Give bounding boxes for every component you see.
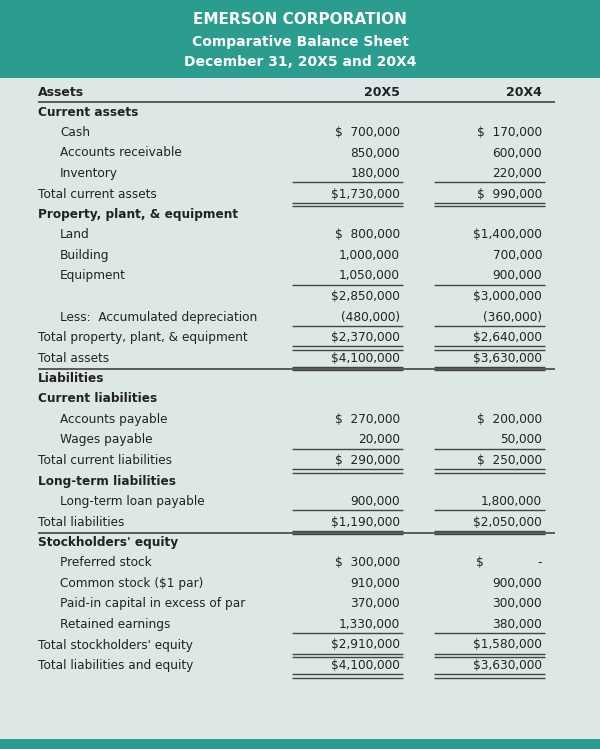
Text: Accounts receivable: Accounts receivable: [60, 147, 182, 160]
Text: $  990,000: $ 990,000: [477, 187, 542, 201]
Text: Comparative Balance Sheet: Comparative Balance Sheet: [191, 35, 409, 49]
Text: 850,000: 850,000: [350, 147, 400, 160]
Text: Assets: Assets: [38, 85, 84, 99]
Text: Cash: Cash: [60, 126, 90, 139]
Text: 600,000: 600,000: [493, 147, 542, 160]
Text: Long-term liabilities: Long-term liabilities: [38, 475, 176, 488]
Text: Inventory: Inventory: [60, 167, 118, 180]
Text: 1,800,000: 1,800,000: [481, 495, 542, 508]
Text: $1,400,000: $1,400,000: [473, 228, 542, 241]
Text: Equipment: Equipment: [60, 270, 126, 282]
Text: Paid-in capital in excess of par: Paid-in capital in excess of par: [60, 598, 245, 610]
Text: 300,000: 300,000: [493, 598, 542, 610]
Text: $  700,000: $ 700,000: [335, 126, 400, 139]
Text: December 31, 20X5 and 20X4: December 31, 20X5 and 20X4: [184, 55, 416, 69]
Text: (360,000): (360,000): [483, 311, 542, 324]
Text: Current liabilities: Current liabilities: [38, 392, 157, 405]
Text: $1,580,000: $1,580,000: [473, 638, 542, 652]
Text: Total assets: Total assets: [38, 351, 109, 365]
Text: $1,730,000: $1,730,000: [331, 187, 400, 201]
Text: Building: Building: [60, 249, 110, 262]
Text: Total current liabilities: Total current liabilities: [38, 454, 172, 467]
Text: Property, plant, & equipment: Property, plant, & equipment: [38, 208, 238, 221]
Text: 1,000,000: 1,000,000: [339, 249, 400, 262]
Text: Total stockholders' equity: Total stockholders' equity: [38, 638, 193, 652]
Text: $  200,000: $ 200,000: [477, 413, 542, 426]
Text: $2,050,000: $2,050,000: [473, 515, 542, 529]
Text: $2,370,000: $2,370,000: [331, 331, 400, 344]
FancyBboxPatch shape: [0, 0, 600, 78]
Text: $  170,000: $ 170,000: [477, 126, 542, 139]
Text: $3,630,000: $3,630,000: [473, 351, 542, 365]
Text: Preferred stock: Preferred stock: [60, 557, 152, 569]
Text: $2,850,000: $2,850,000: [331, 290, 400, 303]
FancyBboxPatch shape: [0, 739, 600, 749]
Text: Total current assets: Total current assets: [38, 187, 157, 201]
Text: 900,000: 900,000: [350, 495, 400, 508]
Text: $4,100,000: $4,100,000: [331, 659, 400, 672]
Text: Total property, plant, & equipment: Total property, plant, & equipment: [38, 331, 248, 344]
Text: 380,000: 380,000: [492, 618, 542, 631]
Text: 50,000: 50,000: [500, 434, 542, 446]
Text: Less:  Accumulated depreciation: Less: Accumulated depreciation: [60, 311, 257, 324]
Text: $2,640,000: $2,640,000: [473, 331, 542, 344]
Text: $              -: $ -: [476, 557, 542, 569]
Text: EMERSON CORPORATION: EMERSON CORPORATION: [193, 13, 407, 28]
Text: Total liabilities and equity: Total liabilities and equity: [38, 659, 193, 672]
Text: Land: Land: [60, 228, 90, 241]
Text: Retained earnings: Retained earnings: [60, 618, 170, 631]
Text: 900,000: 900,000: [493, 270, 542, 282]
Text: 20X4: 20X4: [506, 85, 542, 99]
Text: $  270,000: $ 270,000: [335, 413, 400, 426]
Text: 20,000: 20,000: [358, 434, 400, 446]
Text: $  250,000: $ 250,000: [477, 454, 542, 467]
Text: $  300,000: $ 300,000: [335, 557, 400, 569]
Text: 1,050,000: 1,050,000: [339, 270, 400, 282]
Text: Stockholders' equity: Stockholders' equity: [38, 536, 178, 549]
Text: Common stock ($1 par): Common stock ($1 par): [60, 577, 203, 590]
Text: 370,000: 370,000: [350, 598, 400, 610]
Text: 700,000: 700,000: [493, 249, 542, 262]
Text: Liabilities: Liabilities: [38, 372, 104, 385]
Text: Total liabilities: Total liabilities: [38, 515, 124, 529]
Text: 910,000: 910,000: [350, 577, 400, 590]
Text: $  290,000: $ 290,000: [335, 454, 400, 467]
Text: (480,000): (480,000): [341, 311, 400, 324]
Text: $1,190,000: $1,190,000: [331, 515, 400, 529]
Text: Long-term loan payable: Long-term loan payable: [60, 495, 205, 508]
Text: Current assets: Current assets: [38, 106, 139, 118]
Text: 20X5: 20X5: [364, 85, 400, 99]
Text: $3,630,000: $3,630,000: [473, 659, 542, 672]
Text: Wages payable: Wages payable: [60, 434, 152, 446]
Text: 220,000: 220,000: [492, 167, 542, 180]
Text: 1,330,000: 1,330,000: [339, 618, 400, 631]
Text: $4,100,000: $4,100,000: [331, 351, 400, 365]
Text: Accounts payable: Accounts payable: [60, 413, 167, 426]
Text: $2,910,000: $2,910,000: [331, 638, 400, 652]
Text: 180,000: 180,000: [350, 167, 400, 180]
Text: $  800,000: $ 800,000: [335, 228, 400, 241]
Text: $3,000,000: $3,000,000: [473, 290, 542, 303]
Text: 900,000: 900,000: [493, 577, 542, 590]
